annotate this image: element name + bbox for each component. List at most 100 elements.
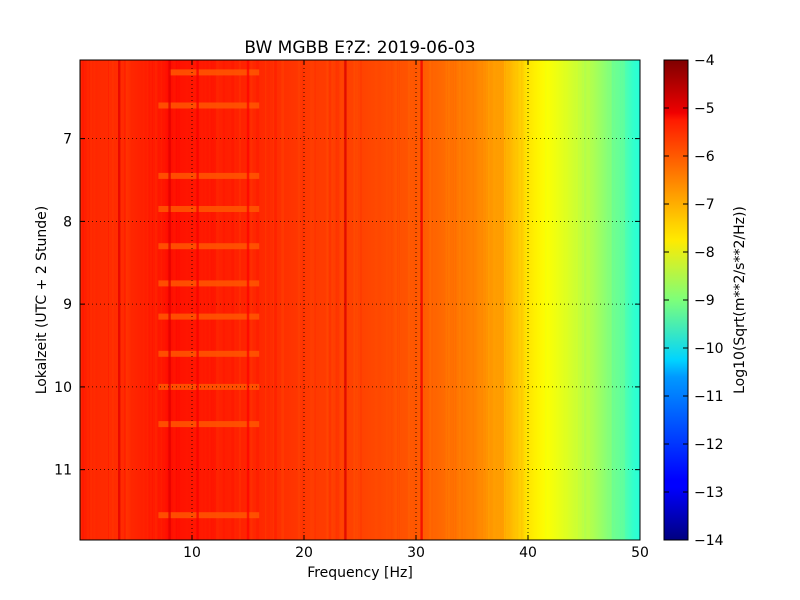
noise-column — [217, 60, 220, 540]
noise-column — [326, 60, 329, 540]
noise-column — [274, 60, 277, 540]
noise-column — [147, 60, 151, 540]
noise-column — [231, 60, 235, 540]
noise-column — [481, 60, 483, 540]
noise-column — [516, 60, 519, 540]
noise-column — [545, 60, 547, 540]
horizontal-band — [158, 313, 260, 320]
horizontal-band — [158, 350, 260, 357]
noise-column — [493, 60, 497, 540]
noise-column — [611, 60, 615, 540]
noise-column — [581, 60, 583, 540]
noise-column — [111, 60, 114, 540]
x-tick-label: 40 — [519, 545, 537, 561]
noise-column — [337, 60, 340, 540]
noise-column — [394, 60, 397, 540]
horizontal-band — [158, 206, 260, 212]
grid-lines — [80, 60, 640, 540]
noise-column — [149, 60, 153, 540]
noise-column — [452, 60, 454, 540]
noise-column — [576, 60, 579, 540]
y-axis-label: Lokalzeit (UTC + 2 Stunde) — [34, 206, 50, 395]
y-tick-label: 10 — [54, 380, 72, 396]
noise-column — [622, 60, 625, 540]
colorbar-tick-label: −8 — [694, 245, 715, 261]
noise-column — [474, 60, 477, 540]
noise-column — [455, 60, 459, 540]
noise-column — [250, 60, 253, 540]
noise-column — [131, 60, 133, 540]
noise-column — [109, 60, 111, 540]
noise-column — [84, 60, 87, 540]
noise-column — [82, 60, 84, 540]
noise-column — [147, 60, 150, 540]
horizontal-band — [158, 512, 260, 519]
noise-column — [612, 60, 614, 540]
noise-column — [620, 60, 624, 540]
noise-column — [206, 60, 210, 540]
noise-column — [340, 60, 343, 540]
noise-column — [584, 60, 586, 540]
noise-column — [302, 60, 304, 540]
colorbar-tick-label: −6 — [694, 149, 715, 165]
noise-column — [219, 60, 223, 540]
noise-column — [505, 60, 508, 540]
noise-column — [310, 60, 313, 540]
noise-column — [375, 60, 377, 540]
colorbar: −14 −13 −12 −11 −10 −9 −8 −7 −6 −5 −4 Log10(Sqrt(m… — [663, 53, 748, 549]
x-axis-label: Frequency [Hz] — [307, 565, 413, 581]
noise-column — [156, 60, 158, 540]
noise-column — [485, 60, 489, 540]
noise-column — [216, 60, 219, 540]
noise-column — [495, 60, 498, 540]
horizontal-band — [158, 172, 260, 179]
noise-column — [216, 60, 219, 540]
noise-column — [141, 60, 143, 540]
horizontal-bands — [158, 69, 260, 519]
noise-column — [223, 60, 225, 540]
y-axis: 7 8 9 10 11 — [54, 132, 640, 479]
horizontal-band — [169, 69, 260, 76]
noise-column — [89, 60, 92, 540]
noise-column — [160, 60, 163, 540]
noise-column — [445, 60, 447, 540]
noise-column — [326, 60, 330, 540]
noise-column — [512, 60, 515, 540]
noise-column — [342, 60, 346, 540]
noise-column — [200, 60, 203, 540]
noise-column — [631, 60, 634, 540]
noise-column — [173, 60, 177, 540]
noise-column — [151, 60, 154, 540]
noise-column — [209, 60, 212, 540]
noise-column — [504, 60, 506, 540]
noise-column — [611, 60, 613, 540]
noise-column — [637, 60, 640, 540]
noise-column — [220, 60, 223, 540]
x-tick-label: 20 — [295, 545, 313, 561]
noise-column — [393, 60, 396, 540]
colorbar-tick-label: −10 — [694, 341, 724, 357]
noise-column — [500, 60, 503, 540]
noise-column — [238, 60, 241, 540]
noise-column — [311, 60, 314, 540]
noise-column — [410, 60, 413, 540]
noise-column — [522, 60, 525, 540]
colorbar-tick-label: −5 — [694, 101, 715, 117]
noise-column — [390, 60, 393, 540]
colorbar-tick-label: −4 — [694, 53, 715, 69]
noise-column — [163, 60, 165, 540]
noise-column — [175, 60, 178, 540]
noise-column — [563, 60, 565, 540]
noise-column — [450, 60, 452, 540]
noise-column — [154, 60, 158, 540]
noise-column — [587, 60, 590, 540]
noise-column — [342, 60, 345, 540]
noise-column — [485, 60, 487, 540]
noise-column — [313, 60, 316, 540]
noise-column — [93, 60, 96, 540]
noise-column — [353, 60, 356, 540]
noise-column — [355, 60, 358, 540]
noise-column — [459, 60, 461, 540]
noise-column — [337, 60, 341, 540]
noise-column — [253, 60, 255, 540]
